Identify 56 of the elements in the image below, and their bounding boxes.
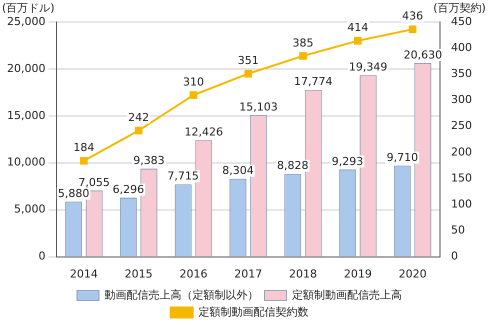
x-tick-label: 2020 [398,267,427,280]
y-tick-label: 5,000 [14,202,46,216]
point [134,126,142,134]
y-tick-label: 10,000 [6,156,46,169]
legend-label: 定額制動画配信契約数 [198,305,308,318]
data-label: 7,715 [167,170,199,183]
data-label: 9,383 [133,154,165,168]
y-tick-label: 25,000 [6,14,46,28]
legend-label: 定額制動画配信売上高 [292,288,402,302]
data-label: 242 [128,110,150,124]
y2-tick-label: 350 [451,67,472,80]
x-tick-label: 2014 [70,267,98,280]
data-label: 310 [182,75,204,88]
data-label: 5,880 [58,186,90,200]
data-label: 385 [292,36,314,50]
point [408,25,416,34]
data-label: 19,349 [348,60,388,74]
point [299,52,307,60]
y2-tick-label: 200 [451,145,472,158]
x-tick-label: 2019 [344,267,372,280]
y2-tick-label: 450 [451,14,472,28]
y-tick-label: 0 [38,250,46,263]
x-tick-label: 2017 [234,267,262,280]
point [354,36,362,45]
legend-label: 動画配信売上高（定額制以外） [104,288,258,302]
data-label: 8,304 [222,164,254,178]
y2-tick-label: 50 [451,224,466,237]
data-label: 17,774 [294,75,333,88]
point [190,91,198,99]
y2-tick-label: 100 [451,197,472,210]
y2-axis-title: (百万契約) [433,1,486,14]
y2-tick-label: 250 [451,119,472,132]
y-tick-label: 20,000 [6,62,46,75]
y-axis-title: (百万ドル) [2,1,55,14]
data-label: 9,293 [332,154,364,168]
data-label: 9,710 [386,150,418,164]
data-label: 12,426 [184,125,223,138]
data-label: 436 [402,10,424,23]
point [80,156,88,165]
data-label: 8,828 [277,159,309,172]
point [244,70,252,78]
data-label: 184 [73,141,94,154]
y2-tick-label: 0 [451,250,458,263]
data-label: 414 [347,21,368,34]
data-label: 6,296 [112,183,144,196]
x-tick-label: 2018 [289,267,318,280]
data-label: 20,630 [404,48,442,62]
y2-tick-label: 400 [451,40,472,54]
y2-tick-label: 150 [451,171,472,184]
data-label: 7,055 [78,176,110,189]
x-tick-label: 2016 [179,267,208,280]
data-label: 351 [238,54,259,68]
data-label: 15,103 [239,100,278,114]
y-tick-label: 15,000 [6,108,46,122]
x-tick-label: 2015 [124,267,153,280]
y2-tick-label: 300 [451,93,472,106]
